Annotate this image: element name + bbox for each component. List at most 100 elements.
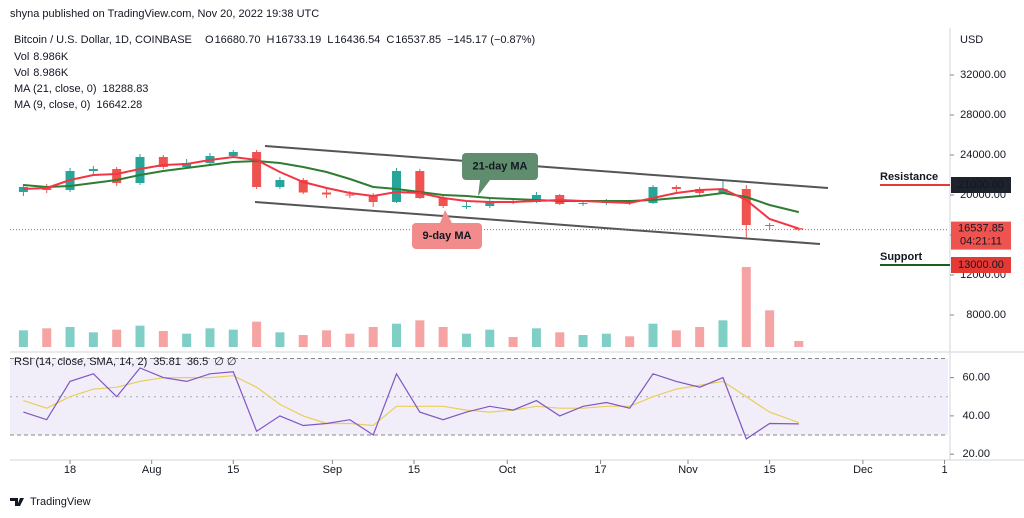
volume-bar (345, 333, 355, 347)
vol-label: Vol (14, 51, 29, 63)
callout-box (412, 223, 482, 249)
ma-line (23, 159, 800, 214)
volume-bar (322, 330, 332, 347)
x-tick-label: Nov (678, 464, 698, 476)
volume-bar (135, 325, 145, 347)
rsi-y-tick-label: 20.00 (962, 448, 990, 460)
ohlc-value: 16537.85 (395, 34, 441, 46)
rsi-legend-name: RSI (14, close, SMA, 14, 2) (14, 356, 147, 368)
candle-body (18, 187, 28, 192)
candle-body (531, 195, 541, 202)
candle-body (485, 201, 495, 206)
x-tick-label: 1 (941, 464, 947, 476)
ohlc-letter: O (205, 34, 214, 46)
ohlc-value: 16680.70 (215, 34, 261, 46)
volume-bar (718, 320, 728, 347)
vol-label: Vol (14, 67, 29, 79)
footer: TradingView (10, 496, 91, 508)
candle-body (392, 171, 402, 202)
volume-bar (158, 331, 168, 347)
volume-bar (298, 335, 308, 347)
candle-body (741, 189, 751, 225)
x-tick-label: 15 (763, 464, 775, 476)
volume-bar (392, 323, 402, 347)
volume-bar (741, 267, 751, 347)
price-tag (951, 221, 1011, 250)
volume-bar (228, 329, 238, 347)
volume-bar (438, 327, 448, 347)
price-tag-countdown: 04:21:11 (960, 236, 1002, 248)
level-name: Resistance (880, 171, 938, 183)
volume-bar (275, 332, 285, 347)
logo (10, 498, 24, 506)
candle-body (794, 228, 804, 230)
rsi-y-tick-label: 40.00 (962, 410, 990, 422)
volume-bar (671, 330, 681, 347)
x-tick-label: 17 (594, 464, 606, 476)
candle-body (298, 180, 308, 193)
volume-bar (578, 335, 588, 347)
x-tick-label: Dec (853, 464, 873, 476)
candle-body (158, 157, 168, 167)
x-tick-label: Oct (499, 464, 516, 476)
volume-bar (415, 320, 425, 347)
volume-bar (485, 329, 495, 347)
volume-bar (18, 330, 28, 347)
ohlc-letter: H (266, 34, 274, 46)
x-tick-label: 18 (64, 464, 76, 476)
candle-body (322, 192, 332, 195)
candle-body (671, 187, 681, 189)
volume-bar (368, 327, 378, 347)
ma-legend-value: 16642.28 (96, 99, 142, 111)
y-tick-label: 32000.00 (960, 69, 1006, 81)
level-tag-label: 21000.00 (958, 179, 1004, 191)
ohlc-value: 16733.19 (275, 34, 321, 46)
volume-bar (461, 333, 471, 347)
callout-text: 9-day MA (423, 230, 472, 242)
callout-box (462, 153, 538, 180)
ma-legend-name: MA (21, close, 0) (14, 83, 97, 95)
y-tick-label: 28000.00 (960, 109, 1006, 121)
rsi-sma-legend-value: 36.5 (187, 356, 208, 368)
volume-bar (65, 327, 75, 347)
candle-body (275, 180, 285, 187)
ohlc-letter: C (386, 34, 394, 46)
candle-body (252, 152, 262, 187)
volume-bar (555, 332, 565, 347)
rsi-empty-marks: ∅ ∅ (214, 356, 236, 368)
y-tick-label: 24000.00 (960, 149, 1006, 161)
candle-body (438, 198, 448, 206)
volume-bar (88, 332, 98, 347)
candle-body (461, 206, 471, 207)
callout-text: 21-day MA (472, 160, 527, 172)
symbol: Bitcoin / U.S. Dollar, 1D, COINBASE (14, 34, 192, 46)
volume-bar (112, 329, 122, 347)
candle-body (718, 189, 728, 193)
level-name: Support (880, 251, 922, 263)
candle-body (648, 187, 658, 203)
candle-body (88, 169, 98, 171)
x-tick-label: Aug (142, 464, 162, 476)
candle-body (112, 169, 122, 183)
rsi-legend-value: 35.81 (153, 356, 181, 368)
volume-bar (42, 328, 52, 347)
x-tick-label: 15 (227, 464, 239, 476)
volume-bar (508, 337, 518, 347)
callout-pointer (440, 210, 452, 223)
channel-lower (254, 201, 821, 245)
candle-body (578, 203, 588, 204)
x-tick-label: 15 (408, 464, 420, 476)
level-tag (951, 257, 1011, 273)
volume-bar (794, 341, 804, 347)
price-tag-value: 16537.85 (958, 223, 1004, 235)
candle-body (415, 171, 425, 198)
volume-bar (695, 327, 705, 347)
volume-bar (205, 328, 215, 347)
channel-upper (264, 145, 829, 189)
level-tag-label: 13000.00 (958, 259, 1004, 271)
ma-legend-name: MA (9, close, 0) (14, 99, 90, 111)
ma-line (23, 155, 800, 230)
volume-bar (182, 333, 192, 347)
